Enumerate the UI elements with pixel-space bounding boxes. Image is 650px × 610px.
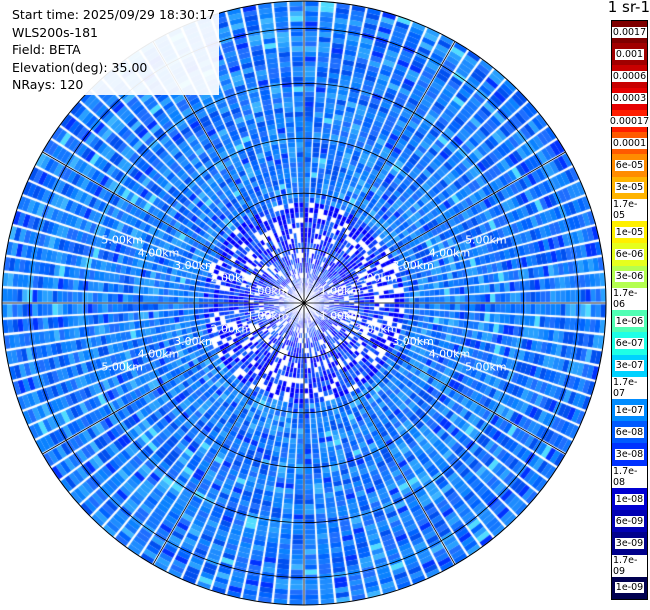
colorbar-segment: 1.7e-07 (612, 376, 647, 399)
colorbar-label: 3e-09 (614, 538, 645, 549)
colorbar-segment: 0.0003 (611, 87, 648, 110)
ring-label: 2.00km (356, 322, 398, 335)
colorbar-segment: 1.7e-09 (612, 554, 647, 577)
colorbar-label: 1.7e-07 (612, 376, 647, 399)
ring-label: 1.00km (320, 284, 362, 297)
colorbar-label: 3e-07 (614, 360, 645, 372)
azimuth-spoke (303, 41, 456, 304)
colorbar-label: 6e-09 (614, 515, 645, 527)
azimuth-spoke (303, 151, 566, 304)
elevation-text: Elevation(deg): 35.00 (12, 59, 148, 75)
colorbar-label: 6e-07 (614, 337, 645, 349)
colorbar-segment: 6e-05 (612, 154, 647, 177)
colorbar-segment: 1e-07 (612, 398, 647, 422)
field-text: Field: BETA (12, 42, 81, 57)
ring-label: 4.00km (429, 348, 471, 361)
colorbar-segment: 6e-09 (612, 510, 647, 533)
ring-label: 1.00km (320, 310, 362, 323)
colorbar-segment: 1e-05 (612, 221, 647, 244)
azimuth-spoke (152, 302, 305, 565)
colorbar-label: 3e-06 (614, 271, 645, 283)
colorbar-label: 0.00017 (608, 115, 650, 127)
scan-info-panel: Start time: 2025/09/29 18:30:17 WLS200s-… (12, 6, 220, 95)
colorbar-segment: 1e-09 (612, 576, 647, 600)
colorbar-segment: 3e-06 (612, 265, 647, 288)
colorbar-segment: 3e-09 (612, 532, 647, 555)
colorbar: 0.0017 0.001 0.0006 0.0003 0.00017 0.0001 6e-0… (608, 20, 650, 600)
ring-label: 3.00km (392, 259, 434, 272)
azimuth-spoke (42, 302, 305, 455)
ring-label: 1.00km (247, 310, 289, 323)
colorbar-label: 1e-09 (614, 582, 645, 594)
colorbar-segment: 1e-06 (612, 310, 647, 333)
colorbar-label: 0.0003 (611, 93, 648, 105)
ring-label: 5.00km (101, 360, 143, 373)
ring-label: 2.00km (356, 272, 398, 285)
colorbar-segment: 6e-08 (612, 421, 647, 444)
colorbar-label: 3e-08 (614, 449, 645, 461)
ring-label: 4.00km (429, 246, 471, 259)
colorbar-label: 0.0017 (611, 26, 648, 38)
ring-label: 2.00km (210, 322, 252, 335)
colorbar-segment: 3e-08 (612, 443, 647, 466)
azimuth-spoke (303, 302, 566, 455)
nrays-text: NRays: 120 (12, 77, 84, 92)
colorbar-segment: 6e-07 (612, 332, 647, 355)
ring-label: 5.00km (465, 234, 507, 247)
start-time-text: Start time: 2025/09/29 18:30:17 (12, 7, 216, 22)
colorbar-label: 3e-05 (614, 182, 645, 194)
colorbar-label: 1e-07 (614, 404, 645, 416)
colorbar-segment: 0.001 (612, 43, 647, 66)
colorbar-segment: 1.7e-08 (612, 465, 647, 488)
colorbar-segment: 1e-08 (612, 487, 647, 511)
colorbar-segment: 1.7e-06 (612, 287, 647, 311)
colorbar-label: 0.0006 (611, 71, 648, 83)
colorbar-segment: 3e-05 (612, 176, 647, 199)
ring-label: 4.00km (138, 348, 180, 361)
colorbar-label: 6e-06 (614, 248, 645, 260)
colorbar-label: 0.0001 (611, 137, 648, 149)
azimuth-spoke (42, 151, 305, 304)
colorbar-segment: 0.0001 (611, 132, 648, 155)
colorbar-segment: 3e-07 (612, 354, 647, 377)
colorbar-label: 1e-05 (614, 226, 645, 238)
ring-label: 3.00km (174, 335, 216, 348)
ring-label: 3.00km (174, 259, 216, 272)
colorbar-label: 1.7e-05 (612, 198, 647, 221)
ring-label: 5.00km (465, 360, 507, 373)
ring-label: 2.00km (210, 272, 252, 285)
colorbar-label: 1.7e-06 (612, 287, 647, 310)
colorbar-label: 1.7e-08 (612, 465, 647, 488)
ring-label: 3.00km (392, 335, 434, 348)
colorbar-label: 1e-06 (614, 315, 645, 327)
instrument-text: WLS200s-181 (12, 24, 98, 40)
colorbar-label: 0.001 (614, 48, 645, 60)
colorbar-segment: 0.00017 (608, 109, 650, 133)
colorbar-segment: 0.0006 (611, 65, 648, 88)
colorbar-label: 6e-05 (614, 160, 645, 172)
colorbar-units: m-1 sr-1 (608, 0, 650, 16)
ring-label: 5.00km (101, 234, 143, 247)
ring-label: 1.00km (247, 284, 289, 297)
colorbar-segment: 6e-06 (612, 243, 647, 266)
azimuth-spoke (303, 302, 456, 565)
colorbar-label: 1e-08 (614, 493, 645, 505)
colorbar-label: 1.7e-09 (612, 554, 647, 577)
colorbar-label: 6e-08 (614, 426, 645, 438)
colorbar-segment: 0.0017 (611, 21, 648, 44)
ring-label: 4.00km (138, 246, 180, 259)
colorbar-segment: 1.7e-05 (612, 198, 647, 222)
